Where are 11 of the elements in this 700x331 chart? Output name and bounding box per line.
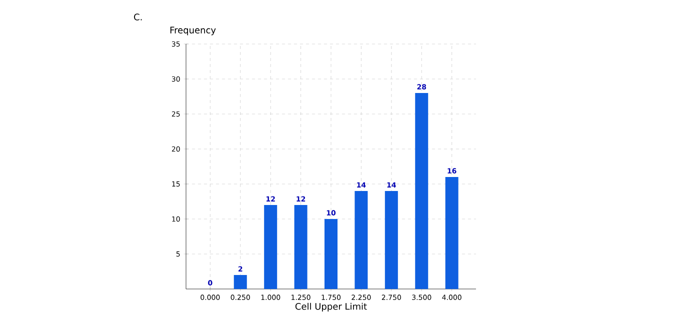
bar <box>415 92 428 289</box>
text: C. <box>134 14 142 20</box>
bar <box>264 204 278 289</box>
bar <box>445 176 458 289</box>
y-axis-title: Frequency <box>170 26 216 36</box>
bar <box>294 204 308 289</box>
x-axis-title: Cell Upper Limit <box>295 302 367 312</box>
bar <box>324 218 338 289</box>
bar <box>234 274 247 289</box>
bar <box>384 190 398 289</box>
bar <box>354 190 368 289</box>
